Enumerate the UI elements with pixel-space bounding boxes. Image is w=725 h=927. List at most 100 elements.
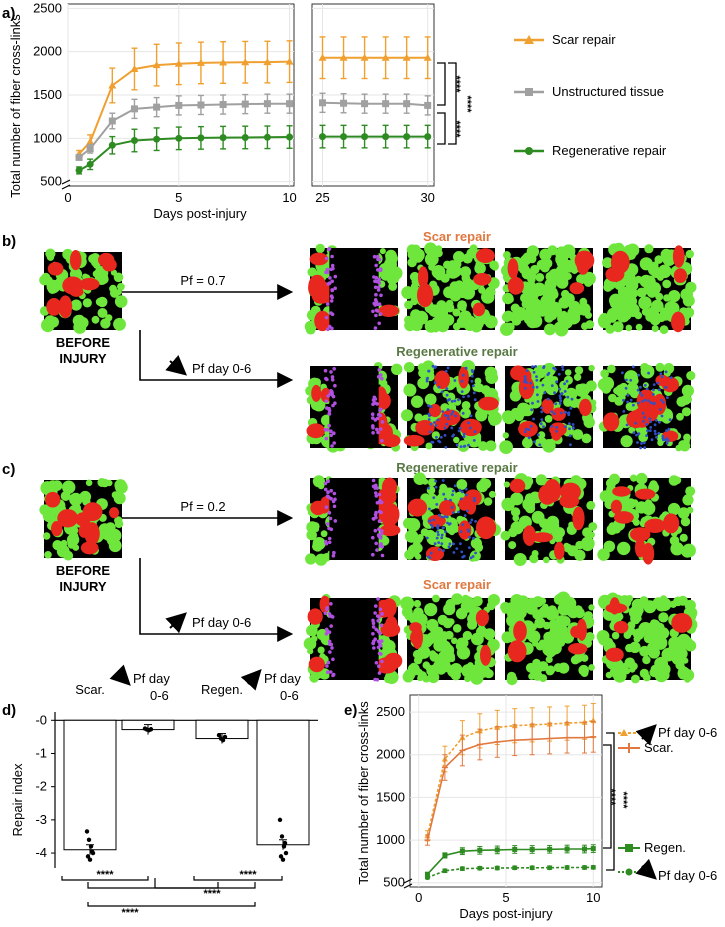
data-point <box>360 53 369 61</box>
panel-d-sig-1: **** <box>96 869 114 881</box>
tissue-fiber <box>501 497 515 512</box>
tissue-marker <box>570 397 574 401</box>
tissue-marker <box>377 651 382 656</box>
tissue-fiber <box>453 251 465 263</box>
tissue-marker <box>435 503 439 506</box>
tissue-marker <box>458 488 462 492</box>
tissue-marker <box>626 393 630 397</box>
x-tick-label: 10 <box>586 890 600 905</box>
tissue-fiber <box>619 286 630 298</box>
tissue-marker <box>647 399 650 403</box>
tissue-marker <box>523 430 527 434</box>
data-point <box>153 103 161 111</box>
tissue-marker <box>330 444 334 448</box>
tissue-cell-cluster <box>79 277 100 291</box>
tissue-fiber <box>414 413 423 422</box>
tissue-fiber <box>561 244 576 258</box>
data-point <box>361 133 369 141</box>
tissue-fiber <box>610 316 617 323</box>
tissue-marker <box>444 530 447 534</box>
tissue-marker <box>331 672 336 677</box>
tissue-marker <box>558 394 562 398</box>
tissue-fiber <box>549 304 562 317</box>
tissue-marker <box>636 388 640 392</box>
panel-d-sig-2: **** <box>239 869 257 881</box>
tissue-fiber <box>581 322 589 331</box>
tissue-fiber <box>531 510 545 524</box>
data-point <box>222 734 228 740</box>
tissue-fiber <box>391 363 403 375</box>
tissue-fiber <box>642 655 651 665</box>
tissue-fiber <box>306 624 318 637</box>
tissue-image <box>305 362 403 453</box>
tissue-fiber <box>446 301 453 309</box>
tissue-fiber <box>588 522 598 531</box>
tissue-marker <box>374 510 378 515</box>
tissue-fiber <box>113 272 124 283</box>
tissue-fiber <box>539 597 547 605</box>
bar-3 <box>256 719 310 846</box>
tissue-fiber <box>586 500 596 510</box>
data-point <box>263 133 271 141</box>
data-point <box>283 850 289 856</box>
tissue-image <box>597 242 697 334</box>
tissue-fiber <box>612 321 624 333</box>
tissue-marker <box>447 417 450 421</box>
tissue-fiber <box>474 262 486 275</box>
tissue-marker <box>326 490 330 495</box>
tissue-marker <box>436 533 440 537</box>
tissue-fiber <box>442 618 453 629</box>
tissue-marker <box>446 399 450 402</box>
tissue-marker <box>374 313 378 318</box>
tissue-fiber <box>431 431 440 440</box>
tissue-marker <box>329 299 334 303</box>
tissue-fiber <box>307 267 317 277</box>
tissue-marker <box>653 429 657 433</box>
tissue-marker <box>325 670 330 674</box>
tissue-marker <box>464 493 468 497</box>
data-point <box>512 865 518 871</box>
tissue-marker <box>531 401 534 405</box>
tissue-marker <box>459 497 463 501</box>
tissue-fiber <box>312 475 325 488</box>
tissue-cell-cluster <box>507 276 524 295</box>
tissue-fiber <box>605 324 615 334</box>
panel-c-arrow-2 <box>139 558 294 642</box>
panel-a-sig-2: **** <box>450 120 462 138</box>
tissue-marker <box>561 368 565 371</box>
tissue-marker <box>425 379 429 383</box>
tissue-marker <box>437 541 441 544</box>
tissue-fiber <box>682 543 696 558</box>
tissue-marker <box>559 399 563 403</box>
panel-a-chart: 0 5 10 25 30 500 1000 1500 2000 2500 <box>33 0 435 205</box>
tissue-cell-cluster <box>509 478 526 493</box>
tissue-marker <box>531 385 535 389</box>
tissue-cell-cluster <box>69 250 82 271</box>
tissue-image <box>403 472 501 562</box>
tissue-fiber <box>654 255 664 264</box>
tissue-marker <box>657 388 661 392</box>
tissue-fiber <box>426 618 439 632</box>
tissue-fiber <box>457 637 465 646</box>
tissue-fiber <box>574 366 584 375</box>
tissue-image <box>401 360 502 452</box>
tissue-marker <box>474 520 477 523</box>
tissue-marker <box>665 429 668 433</box>
tissue-fiber <box>456 515 464 523</box>
tissue-marker <box>376 619 381 623</box>
tissue-fiber <box>114 479 127 492</box>
tissue-marker <box>329 267 334 272</box>
tissue-fiber <box>600 369 609 378</box>
tissue-marker <box>443 414 447 417</box>
tissue-marker <box>325 607 329 612</box>
tissue-marker <box>550 384 554 387</box>
tissue-fiber <box>566 524 577 536</box>
tissue-fiber <box>570 655 580 665</box>
panel-d-cat-4: Pf day 0-6 <box>264 671 301 703</box>
tissue-marker <box>380 612 384 616</box>
tissue-marker <box>371 309 375 314</box>
tissue-marker <box>563 390 567 393</box>
tissue-marker <box>327 536 332 541</box>
tissue-marker <box>669 376 673 379</box>
tissue-fiber <box>457 302 465 311</box>
